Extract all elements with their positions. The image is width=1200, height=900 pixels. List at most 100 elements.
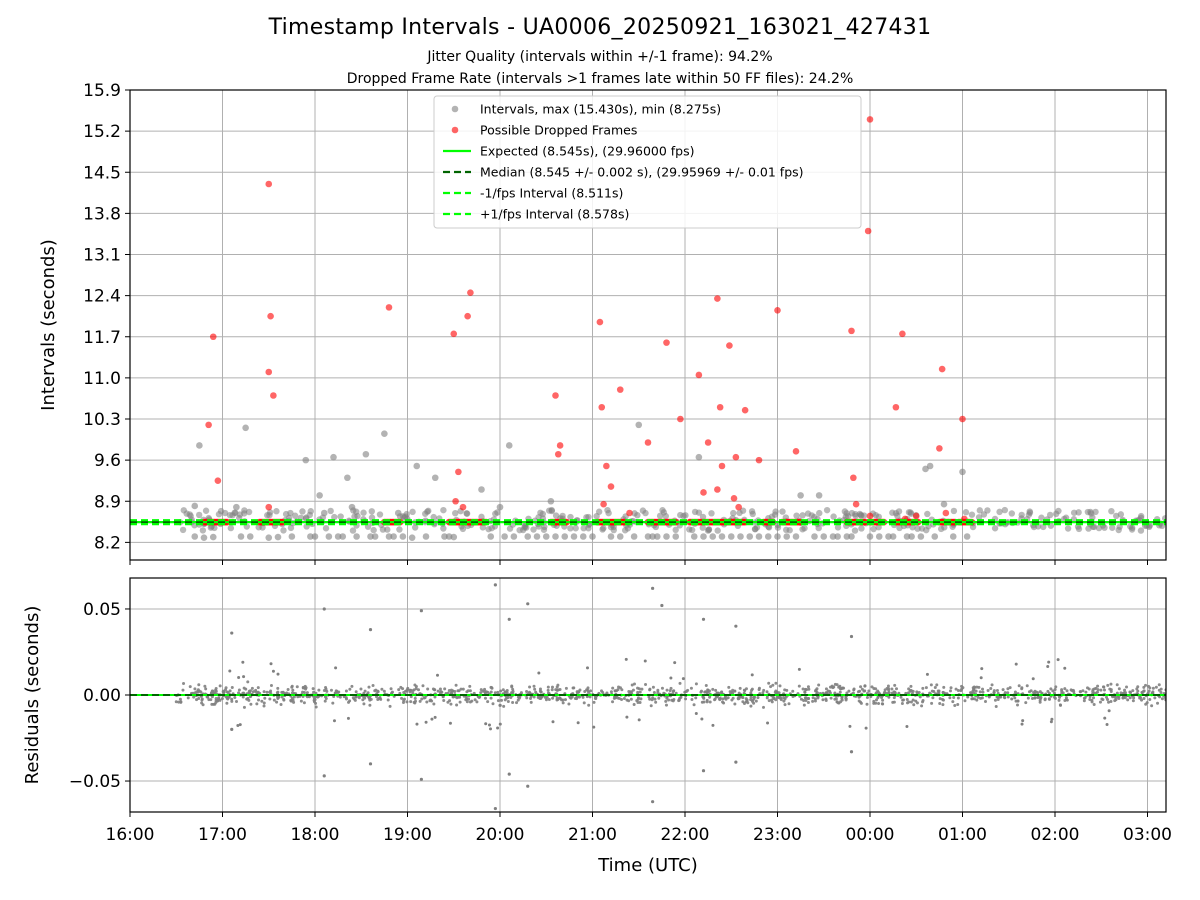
residual-point (218, 684, 222, 688)
interval-point (779, 508, 786, 515)
interval-point (1008, 510, 1016, 517)
residual-point (592, 700, 596, 704)
legend-label: Intervals, max (15.430s), min (8.275s) (480, 102, 721, 117)
residual-point (269, 683, 273, 687)
residual-point (332, 719, 336, 723)
interval-point (924, 510, 931, 518)
residual-point (653, 697, 657, 701)
dropped-frame-point (732, 453, 740, 461)
residual-point (179, 700, 183, 704)
residual-point (551, 696, 555, 700)
interval-point (396, 526, 403, 533)
interval-point (792, 533, 800, 540)
interval-point (463, 510, 470, 517)
residual-point (765, 696, 769, 700)
dropped-frame-point (644, 439, 652, 446)
residual-point (824, 687, 828, 691)
residual-point (705, 700, 709, 704)
residual-point (200, 701, 204, 705)
residual-point (1150, 691, 1154, 695)
residual-point (932, 689, 936, 693)
residual-point (425, 700, 429, 704)
residual-point (1132, 696, 1136, 700)
residual-point (428, 699, 432, 703)
residual-point (409, 700, 413, 704)
residual-point (694, 696, 698, 700)
residual-point (637, 718, 641, 722)
residual-point (864, 726, 868, 730)
residual-point (1154, 685, 1158, 689)
residual-point (616, 688, 620, 692)
interval-point (1117, 511, 1125, 518)
residual-point (859, 685, 863, 689)
interval-point (334, 533, 342, 540)
interval-point (362, 450, 370, 458)
residual-point (692, 703, 696, 707)
residual-point (583, 690, 587, 694)
residual-point (324, 685, 328, 689)
intervals-y-tick-label: 9.6 (94, 451, 121, 471)
residual-point (1021, 719, 1025, 723)
dropped-frame-point (552, 392, 559, 399)
residual-point (673, 661, 677, 665)
interval-point (737, 533, 744, 540)
interval-point (820, 533, 828, 540)
dropped-frame-point (452, 497, 459, 505)
residual-point (664, 703, 668, 707)
residual-point (576, 721, 580, 725)
residual-point (877, 701, 881, 705)
legend-label: Median (8.545 +/- 0.002 s), (29.95969 +/… (480, 165, 804, 180)
residual-point (625, 715, 629, 719)
residual-point (660, 686, 664, 690)
interval-point (376, 511, 384, 518)
residual-point (1139, 696, 1143, 700)
residual-point (609, 690, 613, 694)
interval-point (700, 533, 707, 540)
interval-point (307, 533, 314, 540)
residual-point (242, 705, 246, 709)
residual-point (706, 688, 710, 692)
residual-point (724, 697, 728, 701)
residual-point (262, 704, 266, 708)
residual-point (487, 723, 491, 727)
interval-point (215, 511, 223, 518)
residual-point (404, 689, 408, 693)
residual-point (887, 687, 891, 691)
residual-point (921, 700, 925, 704)
residual-point (714, 688, 718, 692)
residual-point (415, 722, 419, 726)
interval-point (274, 533, 282, 541)
interval-point (344, 474, 351, 482)
residual-outlier-point (734, 624, 738, 628)
interval-point (441, 533, 448, 540)
residual-point (251, 690, 255, 694)
residual-point (742, 688, 746, 692)
interval-point (325, 533, 333, 540)
interval-point (599, 526, 606, 533)
residual-point (1081, 689, 1085, 693)
residual-point (824, 698, 828, 702)
residual-point (622, 697, 626, 701)
intervals-y-axis-label: Intervals (seconds) (38, 239, 59, 411)
residual-point (886, 684, 890, 688)
residual-point (845, 691, 849, 695)
residual-point (1063, 666, 1067, 670)
residual-point (750, 673, 754, 677)
residual-outlier-point (493, 806, 497, 811)
dropped-frame-point (942, 509, 950, 517)
residual-point (890, 691, 894, 695)
residual-point (363, 689, 367, 693)
residual-point (551, 720, 555, 724)
dropped-frame-point (714, 486, 721, 493)
residual-point (344, 689, 348, 693)
interval-point (1137, 512, 1145, 520)
interval-point (585, 513, 592, 521)
residual-point (496, 726, 500, 730)
residual-point (594, 697, 598, 701)
interval-point (727, 533, 735, 540)
residual-point (1102, 688, 1106, 692)
residual-point (529, 700, 533, 704)
dropped-frame-point (600, 500, 607, 508)
residual-point (311, 687, 315, 691)
residual-point (413, 701, 417, 705)
